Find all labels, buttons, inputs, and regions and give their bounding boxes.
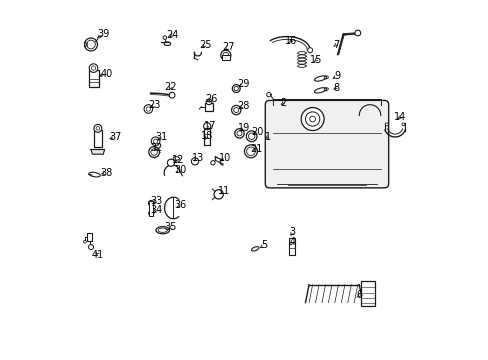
Circle shape [309,116,315,122]
Circle shape [151,149,157,155]
Text: 21: 21 [250,144,262,154]
Text: 33: 33 [150,196,162,206]
Circle shape [84,38,97,51]
Text: 6: 6 [355,291,362,301]
Text: 1: 1 [264,132,270,142]
Circle shape [148,211,153,216]
Circle shape [244,145,257,158]
Text: 18: 18 [200,131,213,141]
Bar [149,201,153,216]
Text: 35: 35 [164,222,177,232]
Bar [289,238,294,255]
Text: 36: 36 [174,200,186,210]
Circle shape [203,123,210,130]
Circle shape [307,48,312,53]
Text: 9: 9 [333,71,339,81]
Circle shape [234,86,238,91]
Circle shape [148,201,154,206]
Circle shape [354,30,360,36]
Circle shape [210,161,215,165]
Circle shape [248,133,254,139]
Bar [204,127,210,145]
Text: 40: 40 [100,69,112,79]
Text: 7: 7 [332,40,338,50]
Text: 3: 3 [289,227,295,237]
Circle shape [94,125,102,132]
Text: 2: 2 [280,98,286,108]
Text: 37: 37 [109,132,122,142]
Circle shape [301,108,324,131]
Text: 10: 10 [218,153,230,163]
Text: 23: 23 [148,100,161,110]
Bar [204,103,212,111]
Bar [88,69,99,87]
Text: 19: 19 [238,123,250,133]
Text: 5: 5 [261,240,267,250]
Text: 32: 32 [150,143,162,153]
Circle shape [86,40,95,49]
Text: 17: 17 [204,121,216,131]
Text: 4: 4 [289,237,295,247]
Text: 25: 25 [199,40,211,50]
Circle shape [237,131,242,136]
Circle shape [231,105,241,115]
Circle shape [167,159,174,166]
Circle shape [163,36,166,40]
Text: 26: 26 [205,94,217,104]
Bar [87,233,92,241]
Circle shape [234,129,244,138]
Circle shape [91,66,96,70]
Text: 16: 16 [285,36,297,46]
Text: 20: 20 [250,127,263,136]
Text: 29: 29 [236,79,249,89]
Circle shape [233,108,238,113]
Text: 22: 22 [164,82,177,92]
Text: 24: 24 [166,30,179,40]
Circle shape [246,147,255,156]
Circle shape [401,123,404,126]
FancyBboxPatch shape [265,100,388,188]
Text: 13: 13 [191,153,203,163]
Circle shape [169,92,175,98]
Circle shape [305,112,319,126]
Text: 39: 39 [98,29,110,39]
Circle shape [232,85,240,93]
Polygon shape [91,149,104,154]
Circle shape [144,105,152,113]
Circle shape [246,131,257,141]
Circle shape [214,190,223,199]
Circle shape [146,107,150,111]
Circle shape [148,147,159,157]
Text: 28: 28 [236,101,249,111]
Circle shape [151,137,160,145]
Circle shape [385,123,387,126]
Circle shape [96,127,100,130]
Circle shape [206,99,211,105]
Circle shape [89,64,98,72]
Text: 41: 41 [92,249,104,260]
Circle shape [153,139,158,143]
Circle shape [191,158,198,165]
Text: 27: 27 [221,42,234,52]
Circle shape [221,50,230,60]
Text: 8: 8 [332,83,338,93]
Bar [94,130,102,147]
Text: 34: 34 [150,206,162,216]
Text: 14: 14 [393,112,406,122]
Circle shape [223,52,228,58]
Bar [221,55,230,60]
Circle shape [88,244,93,249]
Bar [360,281,375,306]
Text: 15: 15 [309,55,322,65]
Text: 12: 12 [172,155,184,165]
Text: 30: 30 [173,165,186,175]
Text: 31: 31 [155,132,167,142]
Circle shape [83,240,86,243]
Text: 38: 38 [100,168,112,178]
Text: 11: 11 [218,186,230,197]
